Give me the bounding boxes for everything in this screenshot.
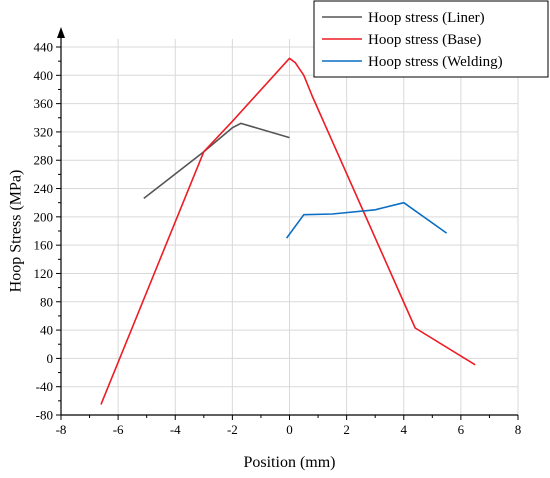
- series-line: [285, 201, 448, 239]
- y-tick-label: 400: [34, 68, 54, 83]
- y-axis-title: Hoop Stress (MPa): [8, 170, 25, 293]
- y-tick-label: 240: [34, 181, 54, 196]
- y-tick-label: 160: [34, 238, 54, 253]
- axes: [57, 27, 518, 416]
- y-tick-label: 200: [34, 209, 54, 224]
- x-tick-label: -2: [227, 422, 238, 437]
- y-tick-label: 440: [34, 40, 54, 55]
- x-tick-label: -6: [113, 422, 124, 437]
- y-axis-arrowhead: [57, 27, 65, 38]
- y-tick-label: 40: [40, 323, 53, 338]
- y-tick-label: 120: [34, 266, 54, 281]
- series-line: [143, 122, 290, 200]
- x-tick-label: 8: [515, 422, 522, 437]
- x-tick-label: -8: [56, 422, 67, 437]
- legend-label: Hoop stress (Base): [368, 32, 481, 48]
- y-tick-label: 0: [47, 351, 54, 366]
- x-ticks: -8 -6 -4 -2 0 2 4 6 8: [56, 415, 522, 437]
- y-tick-label: -80: [36, 408, 53, 423]
- y-tick-label: 320: [34, 124, 54, 139]
- x-tick-label: 2: [343, 422, 350, 437]
- x-axis-title: Position (mm): [243, 454, 335, 471]
- y-ticks: -80 -40 0 40 80 120 160 200 240 280 320 360 400 440: [34, 40, 61, 423]
- legend: Hoop stress (Liner) Hoop stress (Base) Hoo…: [313, 0, 549, 78]
- legend-label: Hoop stress (Welding): [368, 54, 503, 70]
- x-tick-label: 6: [458, 422, 465, 437]
- y-tick-label: 360: [34, 96, 54, 111]
- x-tick-label: 4: [401, 422, 408, 437]
- grid-lines: [61, 39, 519, 415]
- x-tick-label: 0: [286, 422, 293, 437]
- series-line: [100, 57, 476, 405]
- y-tick-label: -40: [36, 379, 53, 394]
- x-tick-label: -4: [170, 422, 181, 437]
- series-lines: [100, 57, 476, 405]
- y-tick-label: 80: [40, 294, 53, 309]
- y-tick-label: 280: [34, 153, 54, 168]
- legend-label: Hoop stress (Liner): [368, 10, 485, 26]
